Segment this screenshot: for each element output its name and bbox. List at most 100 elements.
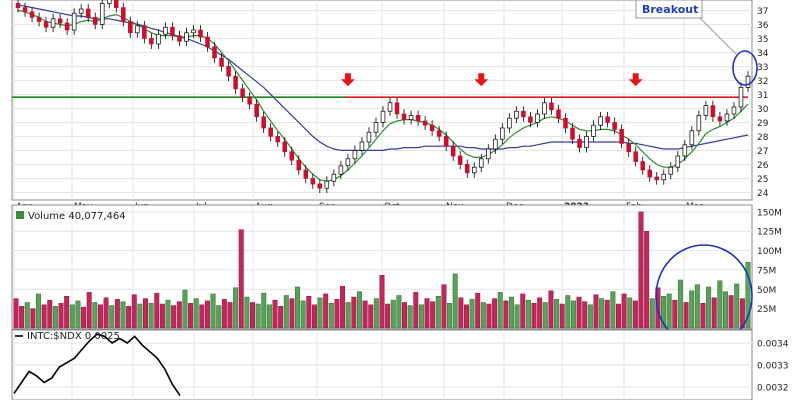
ma-short-line — [17, 9, 749, 182]
candle-body — [366, 131, 372, 143]
volume-bar — [278, 306, 284, 329]
volume-bar — [261, 292, 267, 329]
price-y-tick-label: 32 — [757, 77, 768, 87]
candle-body — [254, 103, 259, 118]
candle-body — [303, 169, 309, 179]
volume-bar — [114, 299, 120, 329]
volume-bar — [373, 298, 379, 329]
candle-body — [296, 159, 302, 171]
volume-bar — [537, 297, 543, 329]
volume-bar — [418, 304, 424, 329]
candle-body — [36, 17, 42, 22]
volume-bar — [362, 300, 368, 329]
candle-body — [184, 32, 189, 42]
volume-bar — [255, 303, 261, 329]
candle-body — [542, 102, 547, 115]
volume-bar — [289, 298, 295, 329]
candle-body — [50, 18, 56, 28]
candle-body — [408, 115, 414, 120]
volume-bar — [638, 211, 644, 329]
volume-y-tick-label: 150M — [757, 208, 782, 218]
volume-bar — [520, 293, 526, 329]
candle-body — [703, 105, 709, 116]
volume-bar — [548, 290, 554, 329]
volume-y-tick-label: 125M — [757, 228, 782, 238]
candle-body — [556, 109, 561, 119]
volume-bar — [424, 298, 430, 329]
candle-body — [106, 0, 112, 4]
volume-bar — [672, 299, 678, 329]
candle-body — [226, 66, 231, 77]
candle-body — [121, 7, 126, 22]
price-y-tick-label: 30 — [757, 105, 769, 115]
volume-bar — [233, 287, 239, 329]
candle-body — [612, 122, 617, 130]
candle-body — [247, 96, 252, 105]
volume-bar — [244, 296, 250, 329]
volume-y-tick-label: 50M — [757, 286, 776, 296]
candle-body — [64, 22, 70, 31]
candle-body — [135, 25, 140, 34]
volume-bar — [311, 304, 317, 329]
volume-bar — [165, 299, 171, 329]
volume-bar — [159, 303, 165, 329]
candle-body — [591, 124, 596, 137]
price-y-tick-label: 37 — [757, 7, 768, 17]
volume-bar — [92, 302, 98, 329]
volume-bar — [148, 302, 154, 329]
candle-body — [521, 110, 526, 118]
candle-body — [261, 116, 266, 129]
volume-bar — [69, 304, 75, 329]
volume-bar — [531, 302, 537, 329]
volume-bar — [616, 303, 621, 329]
volume-bar — [593, 294, 599, 329]
volume-bar — [103, 297, 109, 329]
volume-bar — [402, 302, 408, 329]
candle-body — [99, 3, 105, 25]
volume-bar — [323, 293, 329, 329]
candle-body — [724, 113, 730, 122]
volume-bar — [469, 299, 475, 329]
candle-body — [514, 110, 519, 119]
volume-bar — [694, 284, 700, 329]
candle-body — [471, 166, 477, 174]
volume-bar — [644, 230, 650, 329]
volume-bar — [334, 299, 340, 329]
volume-bar — [30, 308, 36, 329]
volume-bar — [745, 261, 751, 329]
price-y-tick-label: 31 — [757, 91, 768, 101]
volume-bar — [604, 299, 610, 329]
price-y-tick-label: 34 — [757, 49, 769, 59]
volume-bar — [559, 303, 565, 329]
candle-body — [689, 130, 695, 146]
volume-bar — [143, 298, 148, 329]
volume-bar — [683, 302, 689, 329]
volume-bar — [610, 291, 616, 329]
volume-bar — [58, 302, 64, 329]
candle-body — [640, 161, 645, 171]
candle-body — [535, 113, 540, 123]
volume-bar — [689, 290, 695, 329]
volume-bar — [300, 300, 306, 329]
volume-panel: 25M 50M 75M 100M 125M 150M Volume 40,077,464 — [11, 204, 782, 348]
volume-legend-label: Volume 40,077,464 — [28, 211, 126, 222]
volume-bar — [176, 301, 182, 329]
candle-body — [464, 164, 470, 174]
volume-bar — [266, 304, 272, 329]
volume-bar — [587, 304, 593, 329]
volume-bar — [340, 285, 346, 329]
candle-body — [401, 113, 407, 120]
volume-bar — [19, 306, 25, 329]
volume-bar — [570, 300, 576, 329]
ratio-grid — [12, 332, 752, 400]
candle-body — [682, 144, 688, 157]
volume-bars — [13, 211, 751, 329]
candle-body — [219, 57, 224, 67]
price-y-tick-label: 27 — [757, 147, 768, 157]
volume-bar — [554, 299, 560, 329]
volume-y-tick-label: 75M — [757, 266, 776, 276]
candle-body — [15, 3, 21, 8]
volume-bar — [238, 229, 244, 329]
volume-bar — [492, 298, 498, 329]
